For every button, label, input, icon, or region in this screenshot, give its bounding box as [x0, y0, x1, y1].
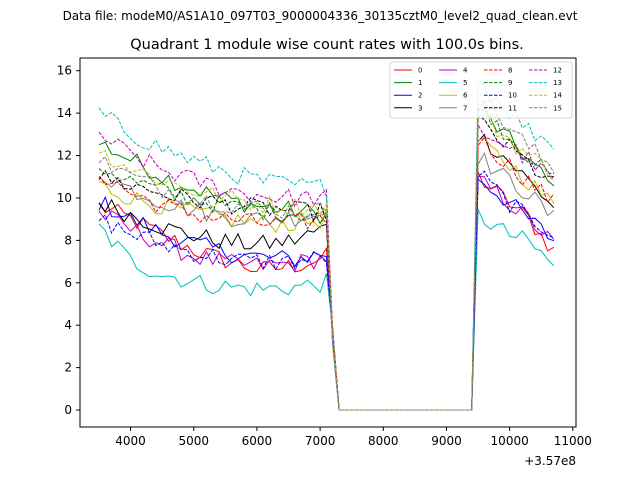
- x-tick-label: 9000: [431, 434, 462, 448]
- series-line-5: [98, 209, 555, 411]
- legend-box: [389, 61, 573, 119]
- x-tick-label: 11000: [554, 434, 592, 448]
- x-tick-label: 7000: [305, 434, 336, 448]
- legend-label: 9: [508, 79, 512, 87]
- y-axis: 0 2 4 6 8 10 12 14 16: [57, 64, 80, 417]
- chart-suptitle: Data file: modeM0/AS1A10_097T03_90000043…: [63, 9, 578, 23]
- x-axis: 4000 5000 6000 7000 8000 9000 10000 11000: [115, 427, 592, 448]
- series-line-8: [98, 136, 555, 411]
- y-tick-label: 6: [64, 276, 72, 290]
- series-line-10: [98, 170, 555, 411]
- legend-label: 4: [463, 67, 468, 75]
- legend-label: 13: [553, 79, 562, 87]
- legend-label: 3: [418, 104, 422, 112]
- y-tick-label: 10: [57, 191, 72, 205]
- legend-label: 2: [418, 92, 422, 100]
- legend-label: 5: [463, 79, 467, 87]
- legend-label: 12: [553, 67, 562, 75]
- legend-label: 1: [418, 79, 422, 87]
- legend-label: 11: [508, 104, 517, 112]
- axes-frame: [79, 57, 577, 428]
- legend-label: 8: [508, 67, 512, 75]
- x-tick-label: 8000: [368, 434, 399, 448]
- y-tick-label: 14: [57, 106, 72, 120]
- legend-label: 7: [463, 104, 467, 112]
- x-tick-label: 6000: [242, 434, 273, 448]
- x-tick-label: 5000: [178, 434, 209, 448]
- y-tick-label: 12: [57, 149, 72, 163]
- y-tick-label: 8: [64, 233, 72, 247]
- legend-label: 14: [553, 92, 562, 100]
- x-tick-label: 4000: [115, 434, 146, 448]
- x-tick-label: 10000: [491, 434, 529, 448]
- y-tick-label: 4: [64, 318, 72, 332]
- y-tick-label: 2: [64, 361, 72, 375]
- y-tick-label: 16: [57, 64, 72, 78]
- legend-label: 0: [418, 67, 422, 75]
- x-axis-offset-label: +3.57e8: [524, 454, 576, 468]
- legend-label: 15: [553, 104, 562, 112]
- y-tick-label: 0: [64, 403, 72, 417]
- legend-label: 10: [508, 92, 517, 100]
- series-line-12: [98, 122, 555, 411]
- chart-title: Quadrant 1 module wise count rates with …: [130, 37, 524, 53]
- legend-label: 6: [463, 92, 468, 100]
